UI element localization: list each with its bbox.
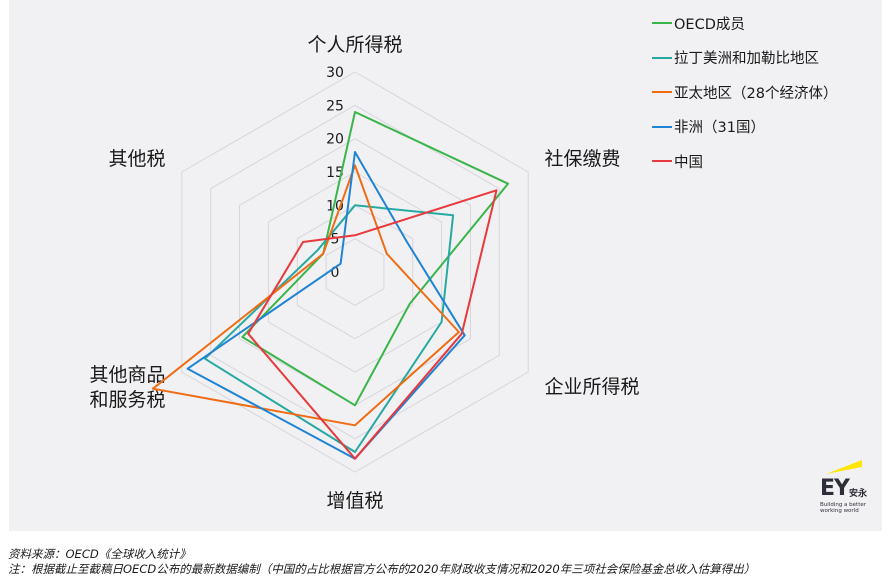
axis-label: 个人所得税: [307, 34, 402, 56]
r-tick-label: 25: [326, 98, 344, 114]
axis-label: 增值税: [326, 490, 383, 512]
series-line-4: [247, 189, 498, 460]
logo-cn: 安永: [849, 489, 868, 499]
legend-swatch: [652, 56, 672, 59]
grid-ring-10: [296, 204, 414, 340]
source-note: 资料来源：OECD《全球收入统计》: [8, 547, 191, 561]
axis-label: 其他商品和服务税: [90, 364, 166, 411]
r-tick-label: 0: [331, 265, 340, 281]
series-line-2: [151, 164, 460, 427]
legend-label: 非洲（31国）: [674, 120, 765, 137]
legend-swatch: [652, 22, 672, 25]
ey-beam-icon: [826, 460, 862, 474]
axis-label: 企业所得税: [544, 376, 639, 398]
legend-label: 亚太地区（28个经济体）: [674, 85, 838, 102]
grid-ring-30: [181, 71, 529, 473]
chart-panel: [9, 0, 882, 531]
legend-swatch: [652, 160, 672, 163]
axis-label: 社保缴费: [544, 148, 620, 170]
legend-item: 拉丁美洲和加勒比地区: [652, 41, 837, 76]
chart-legend: OECD成员拉丁美洲和加勒比地区亚太地区（28个经济体） 非洲（31国） 中国: [652, 6, 837, 179]
legend-item: OECD成员: [652, 6, 837, 41]
logo-brand: EY: [820, 476, 850, 501]
r-tick-label: 20: [326, 132, 344, 148]
footnotes: 资料来源：OECD《全球收入统计》 注：根据截止至截稿日OECD公布的最新数据编…: [8, 547, 755, 577]
method-note: 注：根据截止至截稿日OECD公布的最新数据编制（中国的占比根据官方公布的2020…: [8, 562, 756, 576]
legend-swatch: [652, 125, 672, 128]
ey-logo: EY 安永 Building a better working world: [820, 458, 868, 520]
grid-ring-25: [210, 104, 500, 440]
grid-ring-15: [267, 171, 443, 373]
legend-label: OECD成员: [674, 16, 745, 33]
legend-label: 拉丁美洲和加勒比地区: [674, 51, 819, 68]
legend-label: 中国: [674, 154, 703, 171]
legend-item: 非洲（31国）: [652, 110, 837, 145]
r-tick-label: 5: [331, 232, 340, 248]
series-line-1: [203, 204, 455, 453]
legend-item: 亚太地区（28个经济体）: [652, 75, 837, 110]
legend-swatch: [652, 91, 672, 94]
logo-tagline: Building a better working world: [820, 502, 867, 514]
r-tick-label: 30: [326, 65, 344, 81]
legend-item: 中国: [652, 144, 837, 179]
series-line-0: [241, 111, 509, 407]
axis-label: 其他税: [109, 148, 166, 170]
grid-ring-5: [325, 238, 385, 306]
